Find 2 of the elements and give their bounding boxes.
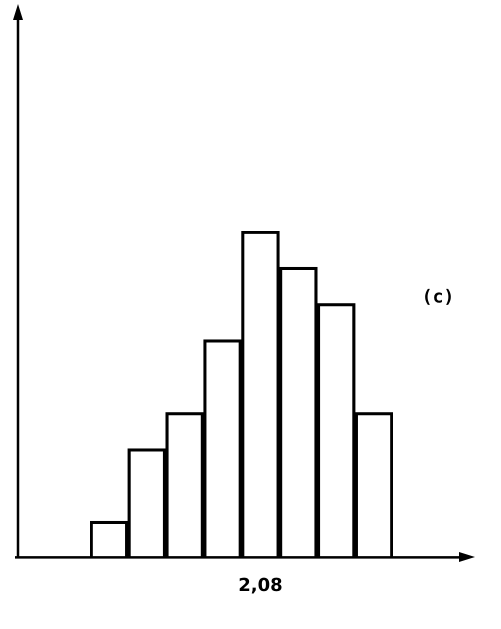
x-tick-label: 2,08 <box>238 574 283 596</box>
text: (c) <box>422 286 454 308</box>
